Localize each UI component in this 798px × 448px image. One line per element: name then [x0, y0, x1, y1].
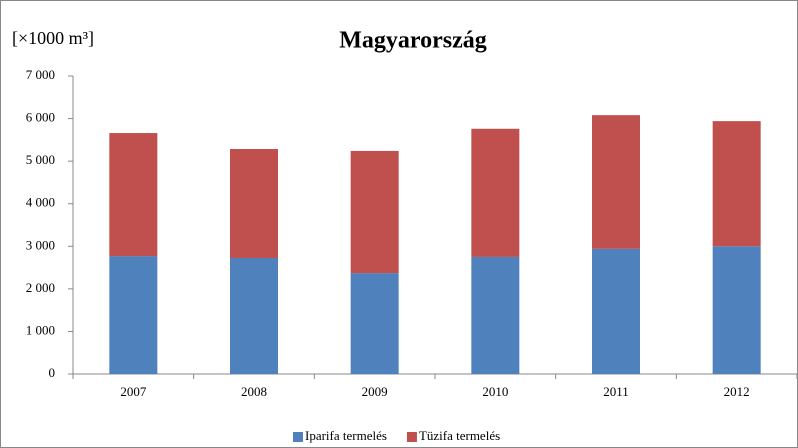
legend-swatch: [406, 432, 417, 442]
bar-segment: [712, 246, 761, 374]
x-tick-label: 2011: [603, 384, 629, 399]
y-tick-label: 2 000: [26, 280, 55, 295]
bar-segment: [471, 256, 520, 374]
y-tick-label: 7 000: [26, 67, 55, 82]
bar-segment: [109, 133, 158, 257]
legend-label: Iparifa termelés: [305, 428, 387, 443]
y-tick-label: 3 000: [26, 237, 55, 252]
bar-segment: [230, 149, 278, 258]
bar-segment: [350, 150, 399, 274]
bar-segment: [592, 115, 640, 249]
bar-segment: [109, 256, 158, 374]
bar-segment: [471, 128, 520, 257]
bar-segment: [230, 257, 278, 374]
x-tick-label: 2008: [241, 384, 267, 399]
bar-segment: [350, 273, 399, 374]
y-tick-label: 4 000: [26, 195, 55, 210]
x-tick-label: 2009: [362, 384, 388, 399]
x-tick-label: 2010: [482, 384, 508, 399]
x-tick-label: 2007: [120, 384, 147, 399]
legend-label: Tüzifa termelés: [419, 428, 500, 443]
x-tick-label: 2012: [724, 384, 750, 399]
y-tick-label: 1 000: [26, 322, 55, 337]
bar-segment: [712, 121, 761, 247]
bar-segment: [592, 248, 640, 374]
legend-swatch: [293, 432, 303, 442]
y-tick-label: 0: [49, 365, 56, 380]
chart-title: Magyarország: [339, 28, 487, 54]
y-axis-label: [×1000 m³]: [12, 28, 94, 48]
y-tick-label: 5 000: [26, 152, 55, 167]
y-tick-label: 6 000: [26, 110, 55, 125]
